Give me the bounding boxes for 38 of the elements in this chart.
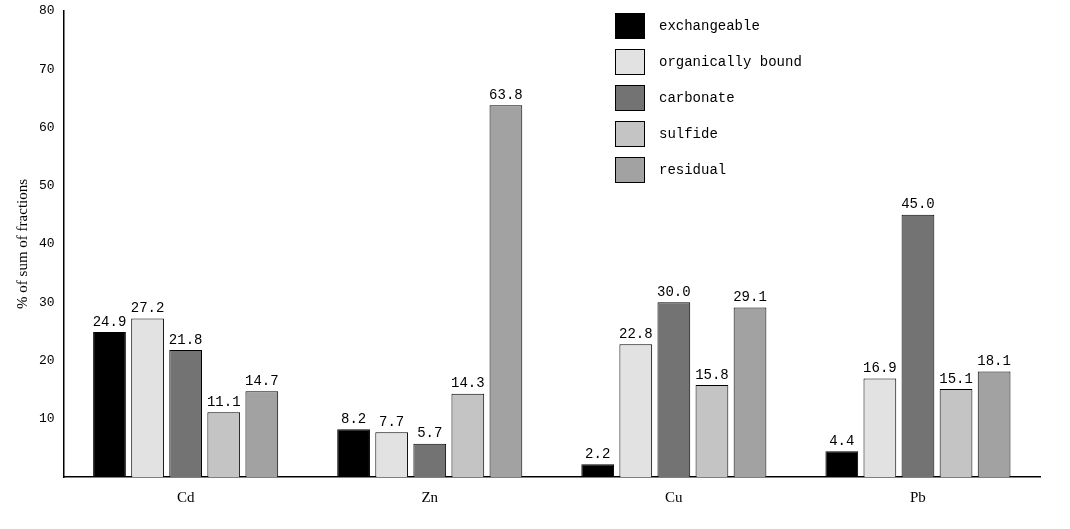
data-label: 27.2 <box>130 300 165 317</box>
x-tick-label: Pb <box>910 488 926 505</box>
x-tick-label: Cu <box>665 488 684 505</box>
y-tick-label: 80 <box>38 3 55 19</box>
data-label: 15.8 <box>695 366 729 383</box>
data-label: 14.7 <box>245 373 279 390</box>
data-label: 5.7 <box>417 425 443 442</box>
data-label: 24.9 <box>92 313 127 330</box>
data-label: 16.9 <box>863 360 897 377</box>
data-label: 7.7 <box>379 413 405 430</box>
y-tick-label: 70 <box>38 61 55 77</box>
data-label: 4.4 <box>829 433 855 450</box>
data-label: 15.1 <box>939 370 973 387</box>
y-tick-label: 60 <box>38 119 55 135</box>
y-tick-label: 20 <box>38 352 55 368</box>
data-label: 11.1 <box>206 394 241 411</box>
y-axis-title: % of sum of fractions <box>13 178 30 309</box>
data-label: 63.8 <box>489 86 523 103</box>
legend-label: residual <box>659 162 727 178</box>
y-tick-label: 50 <box>38 178 55 194</box>
legend-label: exchangeable <box>659 18 760 34</box>
y-tick-label: 40 <box>38 236 55 252</box>
data-label: 29.1 <box>733 289 767 306</box>
x-tick-label: Zn <box>421 488 439 505</box>
data-label: 21.8 <box>168 331 203 348</box>
data-label: 8.2 <box>340 410 367 427</box>
x-tick-label: Cd <box>176 488 195 505</box>
y-tick-label: 30 <box>38 294 55 310</box>
legend-label: sulfide <box>659 126 718 142</box>
data-label: 14.3 <box>451 375 485 392</box>
data-label: 18.1 <box>977 353 1011 370</box>
data-label: 45.0 <box>901 196 935 213</box>
y-tick-label: 10 <box>38 411 55 427</box>
data-label: 2.2 <box>585 445 611 462</box>
data-label: 30.0 <box>657 283 691 300</box>
legend-label: carbonate <box>659 90 735 106</box>
data-label: 22.8 <box>618 325 653 342</box>
legend-label: organically bound <box>659 54 802 70</box>
